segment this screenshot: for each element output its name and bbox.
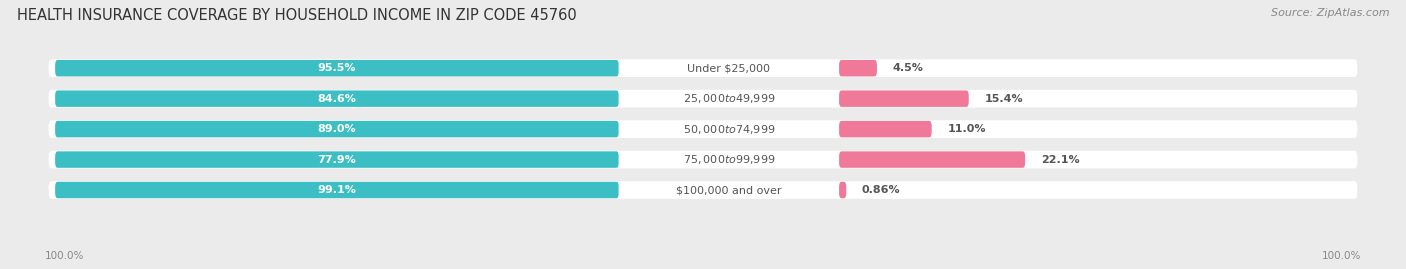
FancyBboxPatch shape	[839, 151, 1025, 168]
FancyBboxPatch shape	[49, 59, 1357, 77]
FancyBboxPatch shape	[55, 151, 619, 168]
FancyBboxPatch shape	[839, 182, 846, 198]
Text: $100,000 and over: $100,000 and over	[676, 185, 782, 195]
FancyBboxPatch shape	[839, 60, 877, 76]
FancyBboxPatch shape	[619, 151, 839, 168]
Text: 100.0%: 100.0%	[45, 251, 84, 261]
FancyBboxPatch shape	[49, 120, 1357, 138]
Text: 77.9%: 77.9%	[318, 155, 356, 165]
FancyBboxPatch shape	[49, 181, 1357, 199]
FancyBboxPatch shape	[55, 121, 619, 137]
Text: 100.0%: 100.0%	[1322, 251, 1361, 261]
Text: $25,000 to $49,999: $25,000 to $49,999	[683, 92, 775, 105]
FancyBboxPatch shape	[619, 60, 839, 76]
Text: 0.86%: 0.86%	[862, 185, 900, 195]
Text: 15.4%: 15.4%	[984, 94, 1024, 104]
Text: 99.1%: 99.1%	[318, 185, 356, 195]
FancyBboxPatch shape	[55, 90, 619, 107]
Text: $50,000 to $74,999: $50,000 to $74,999	[683, 123, 775, 136]
FancyBboxPatch shape	[55, 60, 619, 76]
FancyBboxPatch shape	[839, 121, 932, 137]
FancyBboxPatch shape	[55, 182, 619, 198]
FancyBboxPatch shape	[619, 90, 839, 107]
FancyBboxPatch shape	[619, 182, 839, 198]
Text: Source: ZipAtlas.com: Source: ZipAtlas.com	[1271, 8, 1389, 18]
FancyBboxPatch shape	[619, 121, 839, 137]
Text: 4.5%: 4.5%	[893, 63, 924, 73]
FancyBboxPatch shape	[49, 151, 1357, 168]
FancyBboxPatch shape	[839, 90, 969, 107]
Text: 22.1%: 22.1%	[1040, 155, 1080, 165]
Text: 89.0%: 89.0%	[318, 124, 356, 134]
Text: HEALTH INSURANCE COVERAGE BY HOUSEHOLD INCOME IN ZIP CODE 45760: HEALTH INSURANCE COVERAGE BY HOUSEHOLD I…	[17, 8, 576, 23]
Text: $75,000 to $99,999: $75,000 to $99,999	[683, 153, 775, 166]
Text: 11.0%: 11.0%	[948, 124, 986, 134]
Text: 84.6%: 84.6%	[318, 94, 356, 104]
Text: 95.5%: 95.5%	[318, 63, 356, 73]
FancyBboxPatch shape	[49, 90, 1357, 108]
Text: Under $25,000: Under $25,000	[688, 63, 770, 73]
